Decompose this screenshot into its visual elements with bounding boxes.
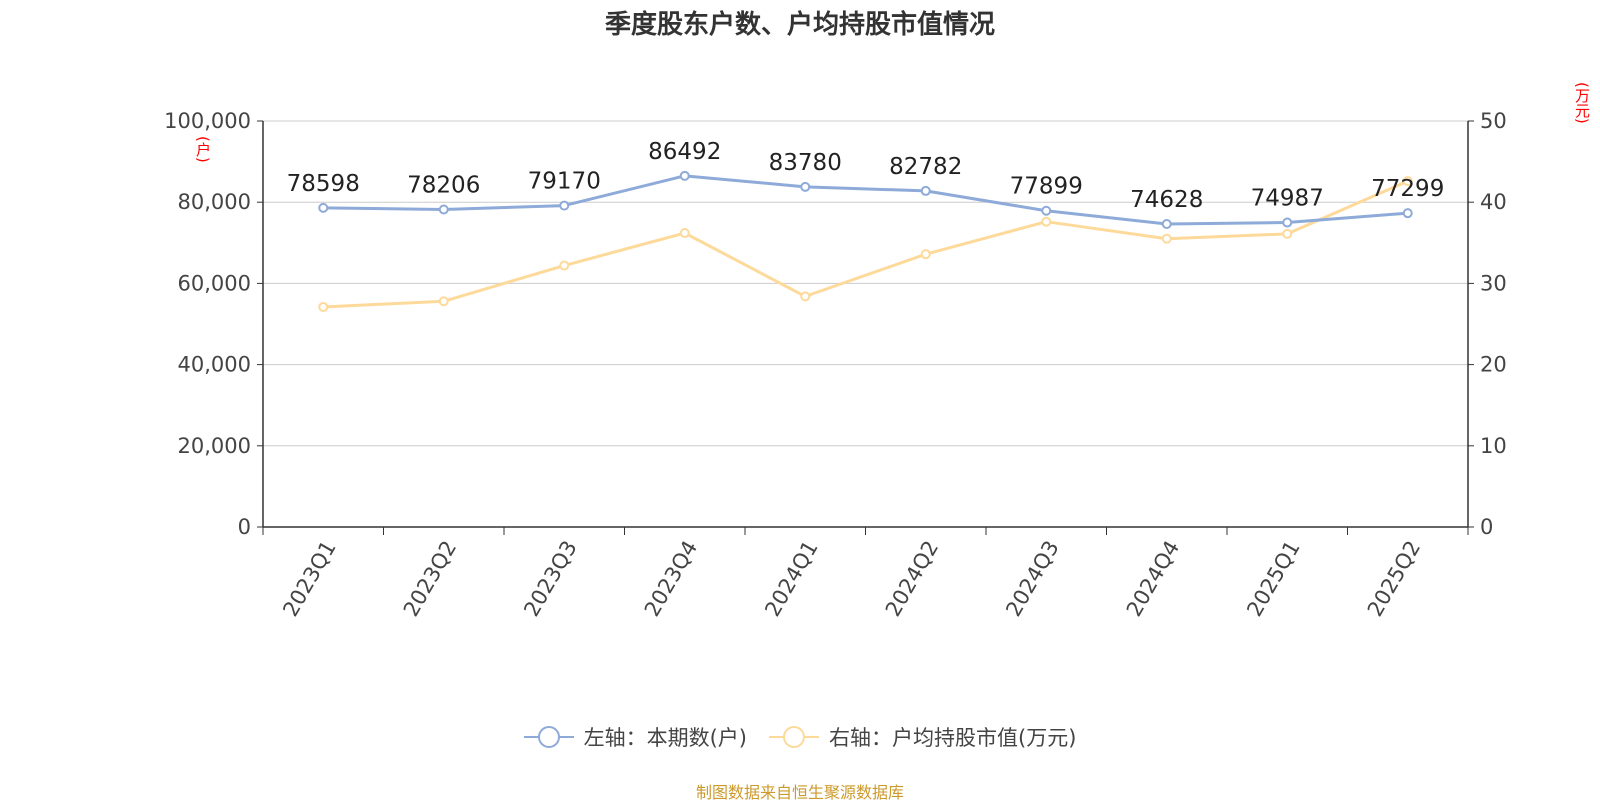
right-axis-tick-label: 50 [1480, 109, 1507, 133]
data-point-right [318, 301, 329, 312]
right-axis-tick-label: 40 [1480, 190, 1507, 214]
data-point-right [1282, 228, 1293, 239]
right-axis-tick-label: 0 [1480, 515, 1493, 539]
data-point-right [920, 249, 931, 260]
source-note: 制图数据来自恒生聚源数据库 [695, 783, 904, 802]
data-point-left [559, 200, 570, 211]
right-axis-tick-label: 30 [1480, 271, 1507, 295]
x-axis-tick-label: 2025Q1 [1242, 537, 1304, 621]
x-axis-tick-label: 2023Q1 [278, 537, 340, 621]
right-axis-tick-label: 10 [1480, 434, 1507, 458]
data-point-left [1161, 219, 1172, 230]
x-axis-tick-label: 2024Q3 [1001, 537, 1063, 621]
right-axis-unit: (万元) [1573, 82, 1591, 124]
x-axis-tick-label: 2024Q4 [1122, 537, 1184, 621]
data-point-left [1282, 217, 1293, 228]
data-point-left [438, 204, 449, 215]
data-point-right [679, 228, 690, 239]
data-point-left [318, 202, 329, 213]
data-point-right [438, 296, 449, 307]
x-axis-tick-label: 2023Q3 [519, 537, 581, 621]
left-axis-tick-label: 40,000 [178, 353, 251, 377]
data-point-right [559, 260, 570, 271]
data-label: 78206 [407, 172, 480, 198]
data-label: 86492 [648, 139, 721, 165]
data-label: 74628 [1130, 187, 1203, 213]
legend-label-left-series: 左轴：本期数(户) [583, 726, 747, 750]
data-label: 83780 [769, 150, 842, 176]
left-axis-tick-label: 100,000 [164, 109, 251, 133]
series-line-right [323, 179, 1409, 309]
data-point-right [1402, 176, 1413, 187]
series-line-left [323, 174, 1408, 226]
x-axis-tick-label: 2025Q2 [1363, 537, 1425, 621]
x-axis-tick-label: 2024Q2 [881, 537, 943, 621]
data-label: 79170 [528, 169, 601, 195]
legend-item-right-series[interactable]: 右轴：户均持股市值(万元) [769, 722, 1076, 752]
legend-marker-right-series [769, 726, 819, 748]
data-point-right [800, 291, 811, 302]
legend-item-left-series[interactable]: 左轴：本期数(户) [523, 722, 747, 752]
x-axis-tick-label: 2023Q4 [640, 537, 702, 621]
chart-title: 季度股东户数、户均持股市值情况 [604, 10, 995, 40]
right-axis-tick-label: 20 [1480, 353, 1507, 377]
data-label: 78598 [287, 171, 360, 197]
data-point-left [1041, 205, 1052, 216]
data-label: 82782 [889, 154, 962, 180]
left-axis-tick-label: 80,000 [178, 190, 251, 214]
left-axis-tick-label: 60,000 [178, 271, 251, 295]
data-point-right [1161, 233, 1172, 244]
data-label: 77899 [1010, 174, 1083, 200]
data-point-right [1041, 216, 1052, 227]
left-axis-tick-label: 20,000 [178, 434, 251, 458]
x-axis-tick-label: 2024Q1 [760, 537, 822, 621]
data-point-left [679, 170, 690, 181]
legend: 左轴：本期数(户) 右轴：户均持股市值(万元) [0, 722, 1600, 752]
x-axis-tick-label: 2023Q2 [399, 537, 461, 621]
data-label: 74987 [1251, 186, 1324, 212]
data-point-left [920, 185, 931, 196]
data-point-left [800, 181, 811, 192]
left-axis-tick-label: 0 [238, 515, 251, 539]
data-point-left [1402, 208, 1413, 219]
data-label: 77299 [1371, 176, 1444, 202]
legend-label-right-series: 右轴：户均持股市值(万元) [829, 726, 1077, 750]
legend-marker-left-series [523, 726, 574, 748]
left-axis-unit: (户) [194, 136, 212, 163]
